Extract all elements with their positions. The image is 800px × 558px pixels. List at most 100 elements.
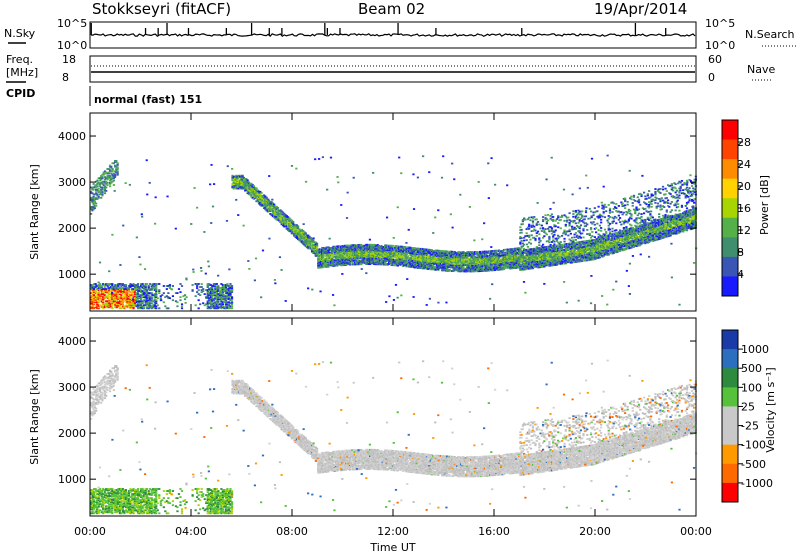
power-cell bbox=[155, 302, 157, 304]
power-cell bbox=[161, 294, 163, 296]
power-cell bbox=[538, 237, 540, 239]
power-cell bbox=[231, 291, 233, 293]
power-cell bbox=[216, 283, 218, 285]
power-cell bbox=[196, 287, 198, 289]
power-cell bbox=[526, 239, 528, 241]
power-cell bbox=[536, 223, 538, 225]
power-cell bbox=[297, 225, 299, 227]
power-cell bbox=[111, 283, 113, 285]
power-cell bbox=[181, 285, 183, 287]
freq-right-tick-top: 60 bbox=[708, 53, 722, 66]
power-cell bbox=[404, 246, 406, 248]
power-cell bbox=[158, 283, 160, 285]
power-cell bbox=[172, 285, 174, 287]
power-cell bbox=[524, 219, 526, 221]
power-cell bbox=[163, 301, 165, 303]
power-cell bbox=[181, 305, 183, 307]
power-cell bbox=[486, 255, 488, 257]
nsky-series-line bbox=[91, 34, 695, 36]
power-cell bbox=[273, 204, 275, 206]
power-cell bbox=[519, 226, 521, 228]
power-cell bbox=[533, 226, 535, 228]
power-cell bbox=[196, 285, 198, 287]
power-cell bbox=[334, 246, 336, 248]
power-cell bbox=[110, 166, 112, 168]
power-cell bbox=[163, 285, 165, 287]
power-cell bbox=[202, 288, 204, 290]
power-cell bbox=[201, 283, 203, 285]
power-cell bbox=[542, 219, 544, 221]
power-cell bbox=[229, 283, 231, 285]
power-cell bbox=[96, 193, 98, 195]
freq-label-2: [MHz] bbox=[6, 66, 38, 79]
power-cell bbox=[98, 196, 100, 198]
power-cell bbox=[538, 233, 540, 235]
power-cell bbox=[109, 185, 111, 187]
nsky-left-tick-top: 10^5 bbox=[57, 17, 87, 30]
power-cell bbox=[536, 235, 538, 237]
power-cell bbox=[109, 175, 111, 177]
power-cell bbox=[534, 230, 536, 232]
power-cell bbox=[539, 240, 541, 242]
power-cell bbox=[521, 250, 523, 252]
power-cell bbox=[260, 192, 262, 194]
power-cell bbox=[521, 232, 523, 234]
nsearch-label: N.Search bbox=[745, 28, 795, 41]
power-cell bbox=[155, 299, 157, 301]
power-cell bbox=[217, 285, 219, 287]
power-cell bbox=[277, 207, 279, 209]
power-cell bbox=[95, 205, 97, 207]
power-cell bbox=[541, 230, 543, 232]
power-heatmap bbox=[90, 155, 697, 310]
power-cell bbox=[104, 192, 106, 194]
nsky-right-tick-top: 10^5 bbox=[705, 17, 735, 30]
power-cell bbox=[222, 303, 224, 305]
power-cell bbox=[529, 219, 531, 221]
power-cell bbox=[536, 218, 538, 220]
power-cell bbox=[176, 301, 178, 303]
power-cell bbox=[157, 297, 159, 299]
power-cell bbox=[169, 284, 171, 286]
power-cell bbox=[204, 293, 206, 295]
power-cell bbox=[96, 185, 98, 187]
power-cell bbox=[172, 299, 174, 301]
power-cell bbox=[543, 230, 545, 232]
power-cell bbox=[533, 216, 535, 218]
power-cell bbox=[226, 283, 228, 285]
power-cell bbox=[117, 167, 119, 169]
nsky-right-tick-bottom: 10^0 bbox=[705, 39, 735, 52]
power-cell bbox=[151, 302, 153, 304]
power-cell bbox=[521, 240, 523, 242]
power-cell bbox=[217, 300, 219, 302]
freq-left-tick-bottom: 8 bbox=[62, 71, 69, 84]
cpid-label: CPID bbox=[6, 87, 35, 100]
power-cell bbox=[529, 239, 531, 241]
power-cell bbox=[542, 244, 544, 246]
power-cell bbox=[167, 307, 169, 309]
power-cell bbox=[196, 291, 198, 293]
power-cell bbox=[331, 252, 333, 254]
power-cell bbox=[95, 290, 97, 292]
power-cell bbox=[528, 224, 530, 226]
power-cell bbox=[231, 300, 233, 302]
power-cell bbox=[507, 249, 509, 251]
power-cell bbox=[534, 238, 536, 240]
power-cell bbox=[355, 260, 357, 262]
power-cell bbox=[192, 289, 194, 291]
power-cell bbox=[158, 307, 160, 309]
power-cell bbox=[542, 227, 544, 229]
power-cell bbox=[360, 244, 362, 246]
power-cell bbox=[532, 218, 534, 220]
freq-label-1: Freq. bbox=[6, 53, 33, 66]
power-cell bbox=[527, 218, 529, 220]
power-cell bbox=[142, 283, 144, 285]
power-cell bbox=[114, 174, 116, 176]
power-cell bbox=[198, 283, 200, 285]
power-cell bbox=[504, 252, 506, 254]
power-cell bbox=[192, 284, 194, 286]
power-cell bbox=[202, 302, 204, 304]
power-cell bbox=[143, 306, 145, 308]
power-cell bbox=[93, 294, 95, 296]
power-cell bbox=[111, 306, 113, 308]
power-cell bbox=[158, 292, 160, 294]
